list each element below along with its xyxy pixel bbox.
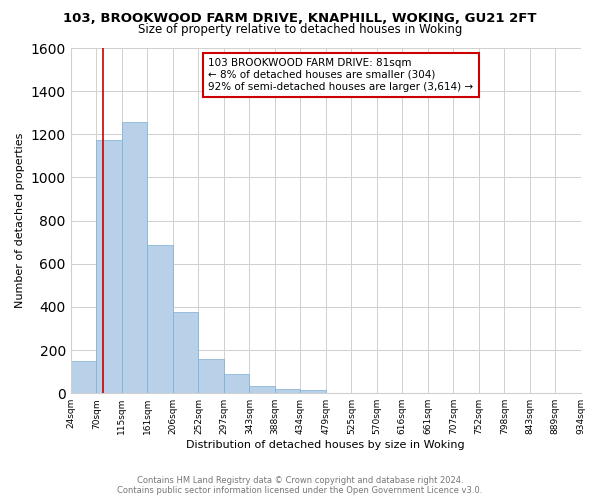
- Bar: [275, 389, 301, 393]
- Bar: [173, 312, 199, 393]
- Bar: [199, 358, 224, 393]
- Bar: [97, 140, 122, 393]
- Bar: [148, 246, 173, 393]
- Text: 103 BROOKWOOD FARM DRIVE: 81sqm
← 8% of detached houses are smaller (304)
92% of: 103 BROOKWOOD FARM DRIVE: 81sqm ← 8% of …: [208, 58, 473, 92]
- Bar: [122, 122, 148, 393]
- Text: Size of property relative to detached houses in Woking: Size of property relative to detached ho…: [138, 22, 462, 36]
- X-axis label: Distribution of detached houses by size in Woking: Distribution of detached houses by size …: [186, 440, 465, 450]
- Bar: [301, 390, 326, 393]
- Text: 103, BROOKWOOD FARM DRIVE, KNAPHILL, WOKING, GU21 2FT: 103, BROOKWOOD FARM DRIVE, KNAPHILL, WOK…: [63, 12, 537, 26]
- Bar: [250, 386, 275, 393]
- Y-axis label: Number of detached properties: Number of detached properties: [15, 133, 25, 308]
- Bar: [224, 374, 250, 393]
- Text: Contains HM Land Registry data © Crown copyright and database right 2024.
Contai: Contains HM Land Registry data © Crown c…: [118, 476, 482, 495]
- Bar: [71, 361, 97, 393]
